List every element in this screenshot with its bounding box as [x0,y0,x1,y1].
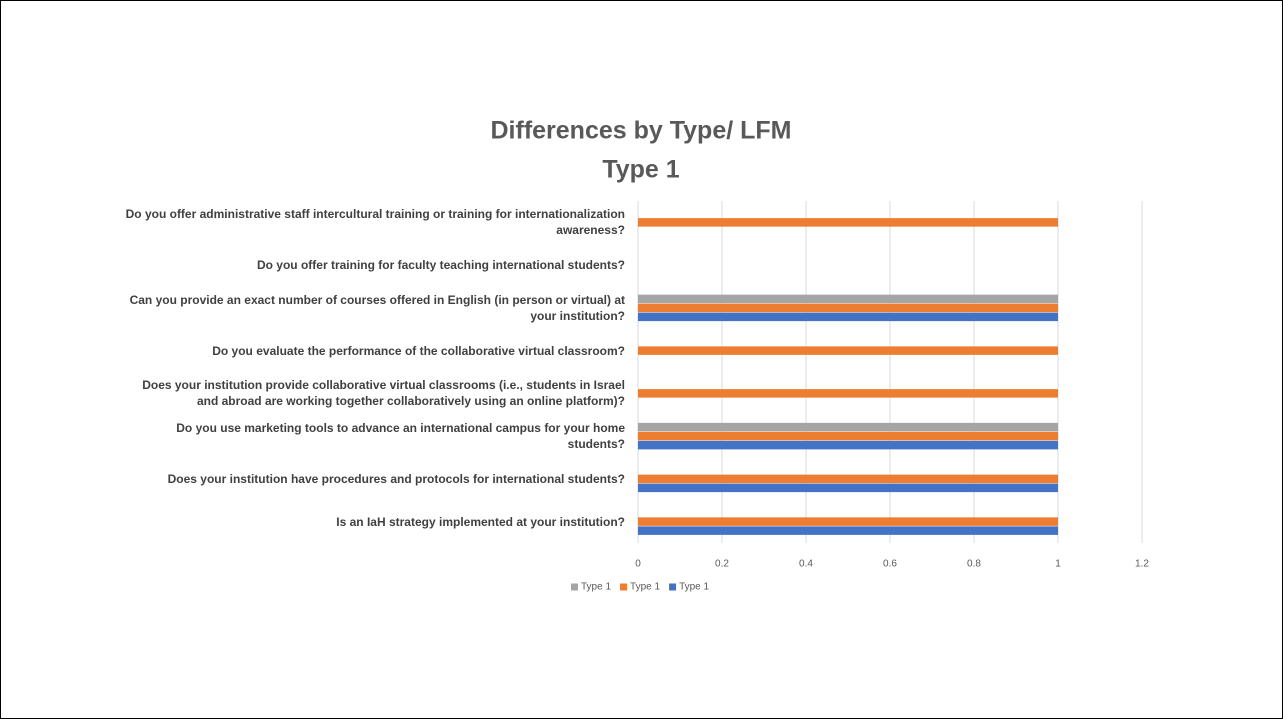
category-label: Do you offer training for faculty teachi… [256,258,625,273]
bar [638,474,1058,484]
x-tick-label: 0.2 [715,559,729,570]
category-label: Does your institution have procedures an… [167,471,625,486]
bar [638,218,1058,227]
x-tick-label: 0.6 [883,559,897,570]
bar [638,346,1058,355]
bar [638,312,1058,322]
legend-label: Type 1 [630,582,660,593]
category-label: Do you offer administrative staff interc… [125,207,625,238]
legend-swatch [620,583,628,591]
x-tick-label: 0 [635,559,641,570]
x-tick-label: 0.4 [799,559,813,570]
chart-title: Differences by Type/ LFM [491,117,792,145]
bar [638,526,1058,535]
x-tick-label: 1 [1055,559,1061,570]
bar [638,431,1058,441]
bar [638,517,1058,526]
legend-label: Type 1 [679,582,709,593]
category-label: Is an IaH strategy implemented at your i… [336,514,625,529]
bar [638,483,1058,493]
category-label: Can you provide an exact number of cours… [129,292,625,323]
legend-swatch [669,583,677,591]
category-label: Do you use marketing tools to advance an… [176,421,625,452]
bar [638,440,1058,450]
bar [638,389,1058,398]
x-tick-label: 1.2 [1135,559,1149,570]
x-tick-label: 0.8 [967,559,981,570]
legend-label: Type 1 [581,582,611,593]
category-label: Do you evaluate the performance of the c… [212,343,625,358]
legend-swatch [571,583,578,591]
bar [638,303,1058,313]
bar [638,422,1058,432]
category-label: Does your institution provide collaborat… [142,378,625,409]
bar [638,294,1058,304]
chart-subtitle: Type 1 [602,156,679,184]
